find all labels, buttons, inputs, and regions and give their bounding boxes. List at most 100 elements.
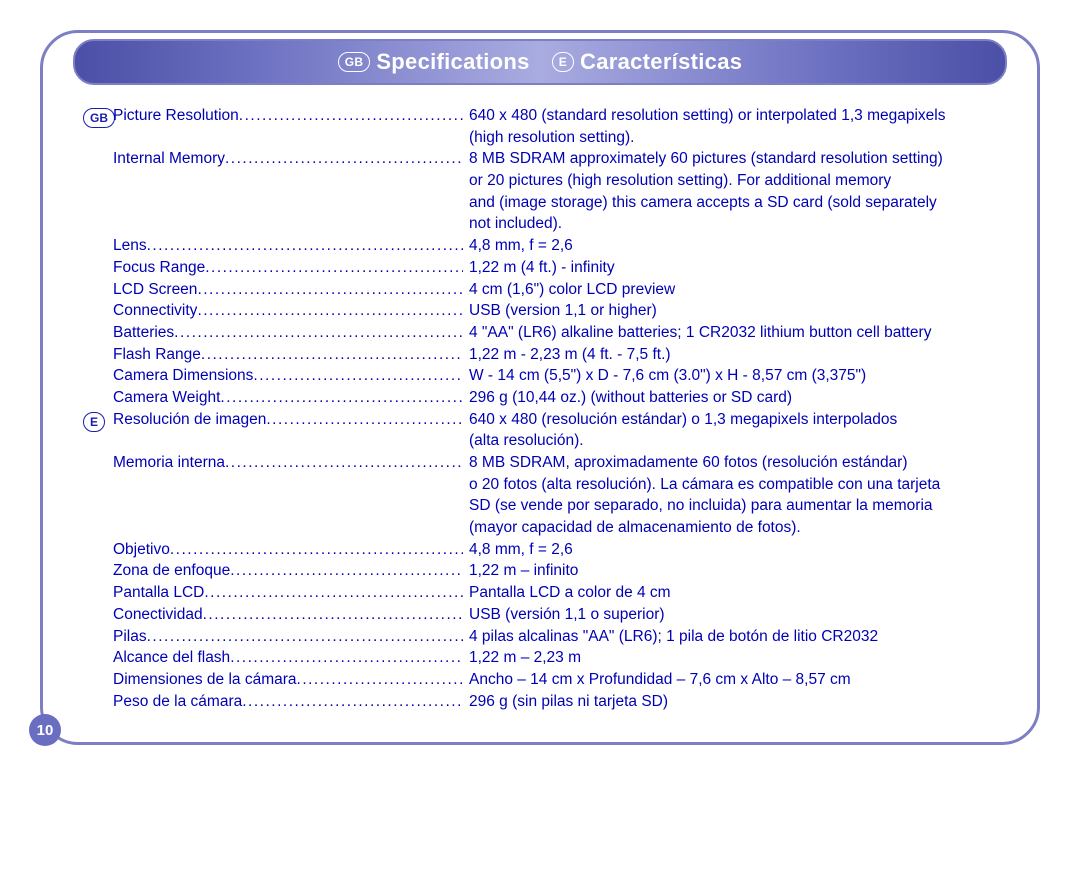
- spec-value: 8 MB SDRAM approximately 60 pictures (st…: [463, 148, 997, 170]
- spec-value: USB (versión 1,1 o superior): [463, 604, 997, 626]
- spec-label: Focus Range: [113, 257, 205, 279]
- spec-label-cell: LCD Screen: [113, 279, 463, 301]
- leader-dots: [170, 539, 463, 561]
- spec-value: USB (version 1,1 or higher): [463, 300, 997, 322]
- leader-dots: [230, 560, 463, 582]
- spec-label-cell: Lens: [113, 235, 463, 257]
- spec-label: Resolución de imagen: [113, 409, 266, 431]
- spec-row: LCD Screen4 cm (1,6") color LCD preview: [113, 279, 997, 301]
- title-bar: GB Specifications E Características: [73, 39, 1007, 85]
- spec-label: Camera Weight: [113, 387, 220, 409]
- leader-dots: [225, 148, 463, 170]
- content: GBPicture Resolution640 x 480 (standard …: [43, 87, 1037, 712]
- spec-label: LCD Screen: [113, 279, 197, 301]
- lang-badge-icon: E: [83, 412, 105, 432]
- spec-label: Dimensiones de la cámara: [113, 669, 297, 691]
- spec-label-cell: Camera Dimensions: [113, 365, 463, 387]
- spec-value: Ancho – 14 cm x Profundidad – 7,6 cm x A…: [463, 669, 997, 691]
- leader-dots: [242, 691, 463, 713]
- spec-row: Focus Range 1,22 m (4 ft.) - infinity: [113, 257, 997, 279]
- spec-label-cell: [113, 213, 463, 235]
- spec-row: (alta resolución).: [113, 430, 997, 452]
- spec-value: 640 x 480 (resolución estándar) o 1,3 me…: [463, 409, 997, 431]
- spec-value: Pantalla LCD a color de 4 cm: [463, 582, 997, 604]
- leader-dots: [297, 669, 463, 691]
- spec-label: Pantalla LCD: [113, 582, 204, 604]
- spec-value: 4,8 mm, f = 2,6: [463, 539, 997, 561]
- spec-label: Alcance del flash: [113, 647, 230, 669]
- spec-row: Camera Weight 296 g (10,44 oz.) (without …: [113, 387, 997, 409]
- leader-dots: [253, 365, 463, 387]
- spec-label: Lens: [113, 235, 147, 257]
- spec-label: Memoria interna: [113, 452, 225, 474]
- spec-label: Batteries: [113, 322, 174, 344]
- spec-row: Picture Resolution640 x 480 (standard re…: [113, 105, 997, 127]
- spec-row: Resolución de imagen 640 x 480 (resolució…: [113, 409, 997, 431]
- spec-row: Batteries4 "AA" (LR6) alkaline batteries…: [113, 322, 997, 344]
- lang-badge-column: E: [83, 409, 113, 433]
- spec-row: o 20 fotos (alta resolución). La cámara …: [113, 474, 997, 496]
- leader-dots: [205, 257, 463, 279]
- spec-label-cell: Zona de enfoque: [113, 560, 463, 582]
- spec-value: 8 MB SDRAM, aproximadamente 60 fotos (re…: [463, 452, 997, 474]
- spec-label-cell: Connectivity: [113, 300, 463, 322]
- spec-value: 1,22 m (4 ft.) - infinity: [463, 257, 997, 279]
- spec-value: or 20 pictures (high resolution setting)…: [463, 170, 997, 192]
- title-e-text: Características: [580, 49, 742, 75]
- spec-row: Peso de la cámara 296 g (sin pilas ni tar…: [113, 691, 997, 713]
- spec-value: 4 pilas alcalinas "AA" (LR6); 1 pila de …: [463, 626, 997, 648]
- spec-label: Internal Memory: [113, 148, 225, 170]
- spec-row: Connectivity USB (version 1,1 or higher): [113, 300, 997, 322]
- spec-label-cell: Internal Memory: [113, 148, 463, 170]
- spec-value: not included).: [463, 213, 997, 235]
- spec-row: SD (se vende por separado, no incluida) …: [113, 495, 997, 517]
- spec-section: E Resolución de imagen 640 x 480 (resoluci…: [83, 409, 997, 713]
- spec-row: Alcance del flash1,22 m – 2,23 m: [113, 647, 997, 669]
- spec-value: (high resolution setting).: [463, 127, 997, 149]
- spec-label-cell: Memoria interna: [113, 452, 463, 474]
- spec-label-cell: Focus Range: [113, 257, 463, 279]
- spec-value: 640 x 480 (standard resolution setting) …: [463, 105, 997, 127]
- spec-value: and (image storage) this camera accepts …: [463, 192, 997, 214]
- lang-badge-column: GB: [83, 105, 113, 129]
- spec-value: 1,22 m - 2,23 m (4 ft. - 7,5 ft.): [463, 344, 997, 366]
- spec-row: Camera DimensionsW - 14 cm (5,5") x D - …: [113, 365, 997, 387]
- spec-rows: Picture Resolution640 x 480 (standard re…: [113, 105, 997, 409]
- spec-value: 296 g (sin pilas ni tarjeta SD): [463, 691, 997, 713]
- spec-value: W - 14 cm (5,5") x D - 7,6 cm (3.0") x H…: [463, 365, 997, 387]
- spec-label-cell: Resolución de imagen: [113, 409, 463, 431]
- leader-dots: [230, 647, 463, 669]
- leader-dots: [225, 452, 463, 474]
- spec-label: Peso de la cámara: [113, 691, 242, 713]
- spec-label-cell: [113, 192, 463, 214]
- lang-badge-icon: GB: [83, 108, 115, 128]
- spec-label-cell: Picture Resolution: [113, 105, 463, 127]
- spec-label: Connectivity: [113, 300, 197, 322]
- spec-label-cell: Pantalla LCD: [113, 582, 463, 604]
- leader-dots: [204, 582, 463, 604]
- spec-row: Flash Range1,22 m - 2,23 m (4 ft. - 7,5 …: [113, 344, 997, 366]
- spec-section: GBPicture Resolution640 x 480 (standard …: [83, 105, 997, 409]
- spec-label-cell: Batteries: [113, 322, 463, 344]
- leader-dots: [147, 626, 463, 648]
- spec-value: (mayor capacidad de almacenamiento de fo…: [463, 517, 997, 539]
- spec-label-cell: [113, 170, 463, 192]
- spec-value: (alta resolución).: [463, 430, 997, 452]
- spec-label: Zona de enfoque: [113, 560, 230, 582]
- spec-value: o 20 fotos (alta resolución). La cámara …: [463, 474, 997, 496]
- content-frame: GB Specifications E Características GBPi…: [40, 30, 1040, 745]
- spec-row: Memoria interna 8 MB SDRAM, aproximadamen…: [113, 452, 997, 474]
- spec-rows: Resolución de imagen 640 x 480 (resolució…: [113, 409, 997, 713]
- leader-dots: [201, 344, 463, 366]
- spec-label-cell: Flash Range: [113, 344, 463, 366]
- page: GB Specifications E Características GBPi…: [40, 30, 1040, 745]
- spec-label: Objetivo: [113, 539, 170, 561]
- spec-label-cell: [113, 474, 463, 496]
- spec-row: ConectividadUSB (versión 1,1 o superior): [113, 604, 997, 626]
- leader-dots: [197, 279, 463, 301]
- gb-badge-icon: GB: [338, 52, 371, 72]
- spec-label-cell: [113, 495, 463, 517]
- leader-dots: [220, 387, 463, 409]
- spec-value: 296 g (10,44 oz.) (without batteries or …: [463, 387, 997, 409]
- title-gb-text: Specifications: [376, 49, 529, 75]
